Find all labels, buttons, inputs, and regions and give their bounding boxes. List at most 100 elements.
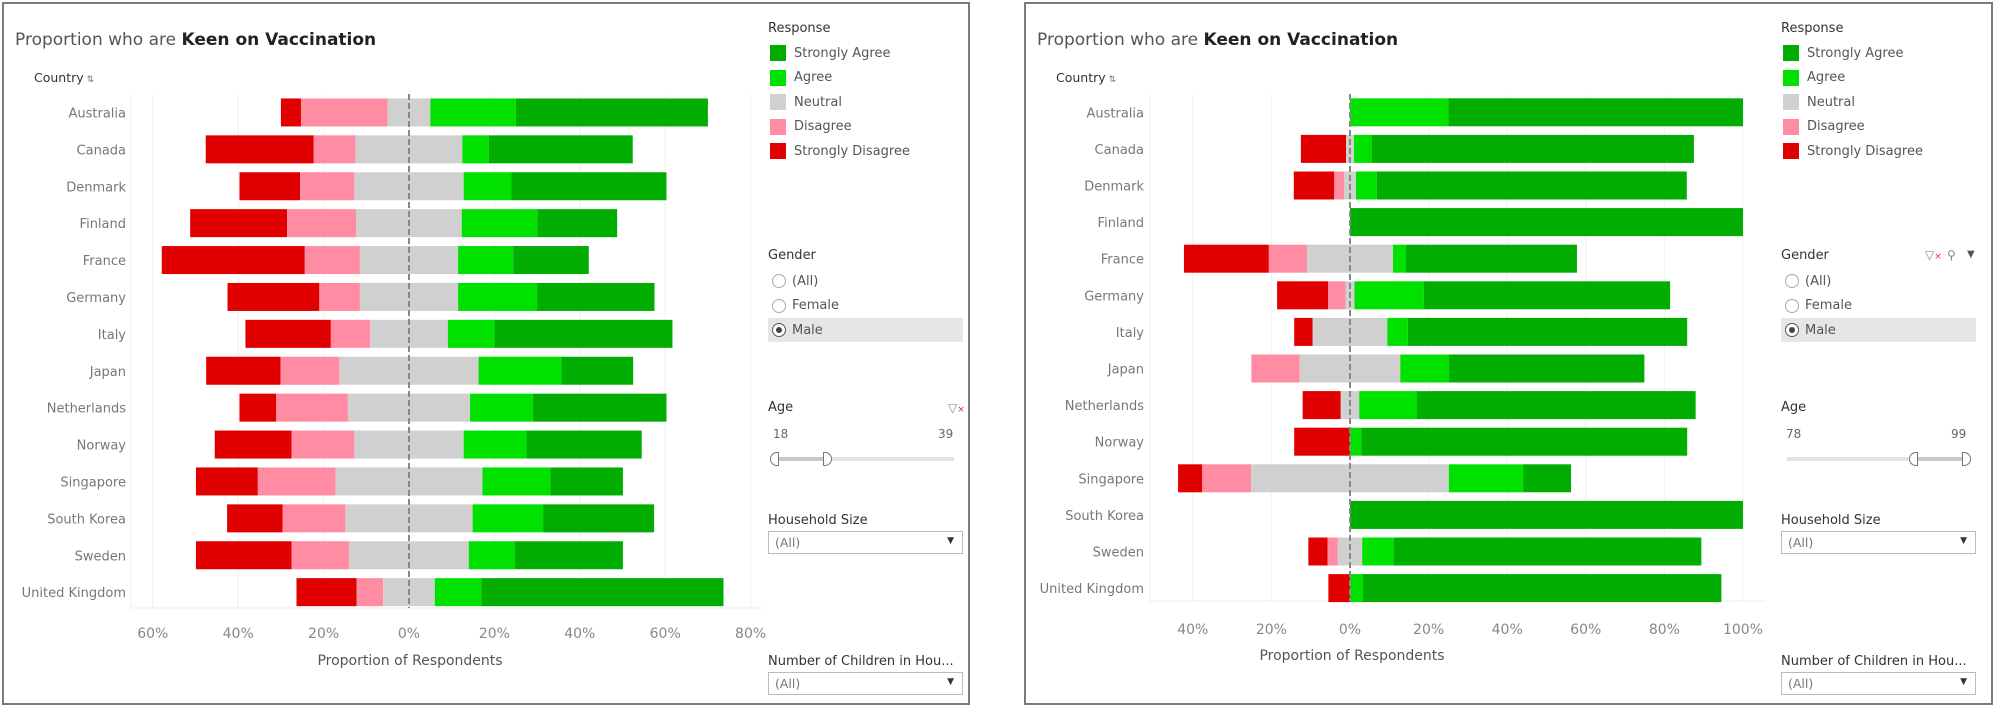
country-column-header[interactable]: Country ⇅ — [1056, 70, 1116, 85]
bar-segment-disagree[interactable] — [282, 504, 346, 533]
bar-segment-strongly-agree[interactable] — [513, 246, 589, 275]
bar-segment-strongly-disagree[interactable] — [1328, 574, 1350, 603]
gender-option-male[interactable]: Male — [1781, 318, 1976, 342]
bar-segment-agree[interactable] — [468, 541, 515, 570]
children-dropdown[interactable]: (All) ▼ — [1781, 672, 1976, 695]
bar-segment-strongly-agree[interactable] — [1362, 574, 1722, 603]
country-column-header[interactable]: Country ⇅ — [34, 70, 94, 85]
bar-segment-strongly-disagree[interactable] — [161, 246, 305, 275]
bar-segment-agree[interactable] — [458, 246, 514, 275]
bar-segment-strongly-agree[interactable] — [481, 578, 724, 607]
age-slider-min-handle[interactable] — [770, 452, 779, 466]
bar-segment-agree[interactable] — [1387, 317, 1408, 346]
bar-segment-strongly-agree[interactable] — [1417, 391, 1696, 420]
legend-item[interactable]: Neutral — [1783, 94, 1855, 110]
gender-option-female[interactable]: Female — [768, 294, 963, 318]
bar-segment-strongly-agree[interactable] — [514, 541, 623, 570]
bar-segment-strongly-disagree[interactable] — [1300, 134, 1347, 163]
bar-segment-agree[interactable] — [1354, 281, 1424, 310]
bar-segment-agree[interactable] — [1350, 427, 1362, 456]
bar-segment-strongly-disagree[interactable] — [245, 319, 331, 348]
bar-segment-neutral[interactable] — [339, 356, 479, 385]
radio-button[interactable] — [772, 323, 786, 337]
bar-segment-disagree[interactable] — [300, 172, 355, 201]
clear-filter-icon[interactable]: ▽× — [1925, 248, 1942, 262]
bar-segment-disagree[interactable] — [257, 467, 336, 496]
radio-button[interactable] — [1785, 298, 1799, 313]
bar-segment-strongly-disagree[interactable] — [280, 98, 301, 127]
bar-segment-agree[interactable] — [478, 356, 562, 385]
bar-segment-agree[interactable] — [458, 282, 538, 311]
bar-segment-strongly-agree[interactable] — [1407, 317, 1688, 346]
bar-segment-disagree[interactable] — [1268, 244, 1307, 273]
bar-segment-strongly-disagree[interactable] — [1302, 391, 1341, 420]
bar-segment-strongly-disagree[interactable] — [1178, 464, 1203, 493]
bar-segment-agree[interactable] — [482, 467, 551, 496]
bar-segment-strongly-agree[interactable] — [1372, 134, 1694, 163]
legend-item[interactable]: Neutral — [770, 94, 842, 110]
bar-segment-strongly-disagree[interactable] — [1294, 317, 1313, 346]
bar-segment-disagree[interactable] — [356, 578, 384, 607]
bar-segment-disagree[interactable] — [1328, 281, 1346, 310]
age-slider-min-handle[interactable] — [1909, 452, 1918, 466]
bar-segment-strongly-disagree[interactable] — [1308, 537, 1328, 566]
household-size-dropdown[interactable]: (All) ▼ — [768, 531, 963, 554]
bar-segment-agree[interactable] — [1393, 244, 1407, 273]
radio-button[interactable] — [772, 274, 786, 288]
bar-segment-strongly-agree[interactable] — [1376, 171, 1687, 200]
bar-segment-strongly-agree[interactable] — [1448, 98, 1743, 127]
bar-segment-agree[interactable] — [1355, 171, 1377, 200]
bar-segment-disagree[interactable] — [1251, 354, 1300, 383]
bar-segment-disagree[interactable] — [1334, 171, 1345, 200]
bar-segment-disagree[interactable] — [304, 246, 360, 275]
legend-item[interactable]: Disagree — [770, 118, 852, 135]
bar-segment-disagree[interactable] — [276, 393, 348, 422]
bar-segment-disagree[interactable] — [313, 135, 356, 164]
bar-segment-strongly-disagree[interactable] — [195, 467, 258, 496]
bar-segment-neutral[interactable] — [354, 430, 464, 459]
bar-segment-strongly-agree[interactable] — [1350, 500, 1743, 529]
bar-segment-agree[interactable] — [430, 98, 516, 127]
bar-segment-strongly-disagree[interactable] — [239, 172, 301, 201]
bar-segment-agree[interactable] — [1362, 537, 1395, 566]
bar-segment-strongly-disagree[interactable] — [239, 393, 277, 422]
bar-segment-strongly-agree[interactable] — [537, 209, 618, 238]
legend-item[interactable]: Strongly Disagree — [770, 143, 910, 159]
bar-segment-agree[interactable] — [1400, 354, 1450, 383]
bar-segment-disagree[interactable] — [1202, 464, 1252, 493]
bar-segment-agree[interactable] — [434, 578, 482, 607]
gender-option-female[interactable]: Female — [1781, 294, 1976, 318]
radio-button[interactable] — [1785, 274, 1799, 288]
age-slider-track[interactable] — [774, 457, 954, 461]
search-icon[interactable]: ⚲ — [1947, 248, 1956, 262]
bar-segment-strongly-agree[interactable] — [515, 98, 708, 127]
gender-option-all[interactable]: (All) — [1781, 269, 1976, 293]
legend-item[interactable]: Agree — [770, 69, 832, 86]
bar-segment-disagree[interactable] — [287, 209, 357, 238]
bar-segment-agree[interactable] — [461, 209, 538, 238]
bar-segment-strongly-disagree[interactable] — [227, 504, 283, 533]
bar-segment-strongly-agree[interactable] — [1350, 208, 1743, 237]
bar-segment-agree[interactable] — [462, 135, 489, 164]
bar-segment-agree[interactable] — [1350, 98, 1449, 127]
bar-segment-neutral[interactable] — [347, 393, 471, 422]
bar-segment-strongly-disagree[interactable] — [296, 578, 357, 607]
sort-az-icon[interactable]: ⇅ — [1108, 75, 1117, 85]
bar-segment-strongly-agree[interactable] — [537, 282, 655, 311]
household-size-dropdown[interactable]: (All) ▼ — [1781, 531, 1976, 554]
bar-segment-strongly-disagree[interactable] — [205, 135, 314, 164]
age-slider-max-handle[interactable] — [1962, 452, 1971, 466]
legend-item[interactable]: Agree — [1783, 69, 1845, 86]
bar-segment-strongly-agree[interactable] — [511, 172, 667, 201]
bar-segment-disagree[interactable] — [280, 356, 340, 385]
bar-segment-strongly-agree[interactable] — [488, 135, 633, 164]
bar-segment-neutral[interactable] — [1337, 537, 1363, 566]
bar-segment-strongly-agree[interactable] — [1361, 427, 1688, 456]
bar-segment-agree[interactable] — [463, 430, 527, 459]
bar-segment-disagree[interactable] — [319, 282, 360, 311]
bar-segment-strongly-disagree[interactable] — [195, 541, 292, 570]
bar-segment-strongly-agree[interactable] — [494, 319, 673, 348]
legend-item[interactable]: Strongly Agree — [770, 45, 891, 61]
bar-segment-disagree[interactable] — [1327, 537, 1338, 566]
radio-button[interactable] — [772, 298, 786, 313]
